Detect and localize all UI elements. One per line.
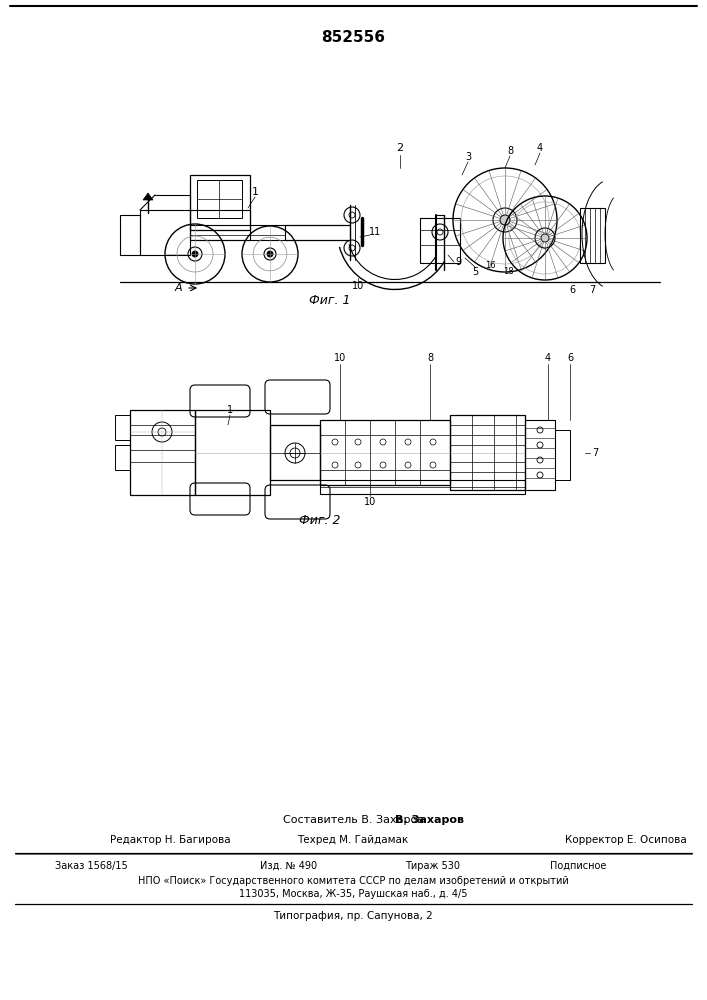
Text: Изд. № 490: Изд. № 490: [260, 861, 317, 871]
Circle shape: [500, 215, 510, 225]
Text: 6: 6: [567, 353, 573, 363]
Text: Редактор Н. Багирова: Редактор Н. Багирова: [110, 835, 230, 845]
Text: В. Захаров: В. Захаров: [395, 815, 464, 825]
Bar: [195, 410, 270, 495]
Circle shape: [267, 251, 273, 257]
Text: 5: 5: [472, 267, 478, 277]
Bar: [420, 218, 460, 263]
Text: НПО «Поиск» Государственного комитета СССР по делам изобретений и открытий: НПО «Поиск» Государственного комитета СС…: [138, 876, 568, 886]
Text: Составитель В. Захаров: Составитель В. Захаров: [283, 815, 423, 825]
Text: 852556: 852556: [321, 30, 385, 45]
Text: Техред М. Гайдамак: Техред М. Гайдамак: [298, 835, 409, 845]
Bar: [190, 175, 250, 230]
Bar: [320, 480, 525, 494]
Text: Типография, пр. Сапунова, 2: Типография, пр. Сапунова, 2: [273, 911, 433, 921]
Bar: [197, 180, 242, 218]
Bar: [190, 210, 250, 240]
Text: Тираж 530: Тираж 530: [405, 861, 460, 871]
Bar: [120, 215, 140, 255]
FancyBboxPatch shape: [265, 380, 330, 414]
Circle shape: [192, 251, 198, 257]
Text: 10: 10: [334, 353, 346, 363]
Text: 8: 8: [427, 353, 433, 363]
Text: A: A: [174, 283, 182, 293]
Text: 10: 10: [364, 497, 376, 507]
Bar: [450, 415, 525, 490]
Text: 10: 10: [352, 281, 364, 291]
Text: 11: 11: [369, 227, 381, 237]
Bar: [270, 425, 320, 480]
Bar: [555, 430, 570, 480]
Text: Фиг. 1: Фиг. 1: [309, 294, 351, 306]
Bar: [320, 420, 450, 485]
Text: 7: 7: [592, 448, 598, 458]
Text: 113035, Москва, Ж-35, Раушская наб., д. 4/5: 113035, Москва, Ж-35, Раушская наб., д. …: [239, 889, 467, 899]
Text: 16: 16: [485, 260, 496, 269]
Text: Заказ 1568/15: Заказ 1568/15: [55, 861, 128, 871]
Bar: [115, 415, 130, 440]
Text: 18: 18: [503, 266, 513, 275]
Polygon shape: [143, 193, 153, 200]
Text: 4: 4: [537, 143, 543, 153]
Text: 2: 2: [397, 143, 404, 153]
Text: 4: 4: [545, 353, 551, 363]
Text: 9: 9: [455, 257, 461, 267]
Text: Корректор Е. Осипова: Корректор Е. Осипова: [565, 835, 686, 845]
Bar: [115, 445, 130, 470]
Text: Подписное: Подписное: [550, 861, 607, 871]
Bar: [580, 208, 605, 263]
Text: Фиг. 2: Фиг. 2: [299, 514, 341, 526]
Bar: [525, 420, 555, 490]
Circle shape: [541, 234, 549, 242]
Text: 1: 1: [227, 405, 233, 415]
FancyBboxPatch shape: [190, 385, 250, 417]
FancyBboxPatch shape: [265, 485, 330, 519]
Bar: [130, 410, 195, 495]
Text: 3: 3: [465, 152, 471, 162]
Text: 7: 7: [589, 285, 595, 295]
Text: 1: 1: [252, 187, 259, 197]
FancyBboxPatch shape: [190, 483, 250, 515]
Bar: [190, 225, 285, 240]
Text: 6: 6: [569, 285, 575, 295]
Text: 8: 8: [507, 146, 513, 156]
Bar: [140, 210, 190, 255]
